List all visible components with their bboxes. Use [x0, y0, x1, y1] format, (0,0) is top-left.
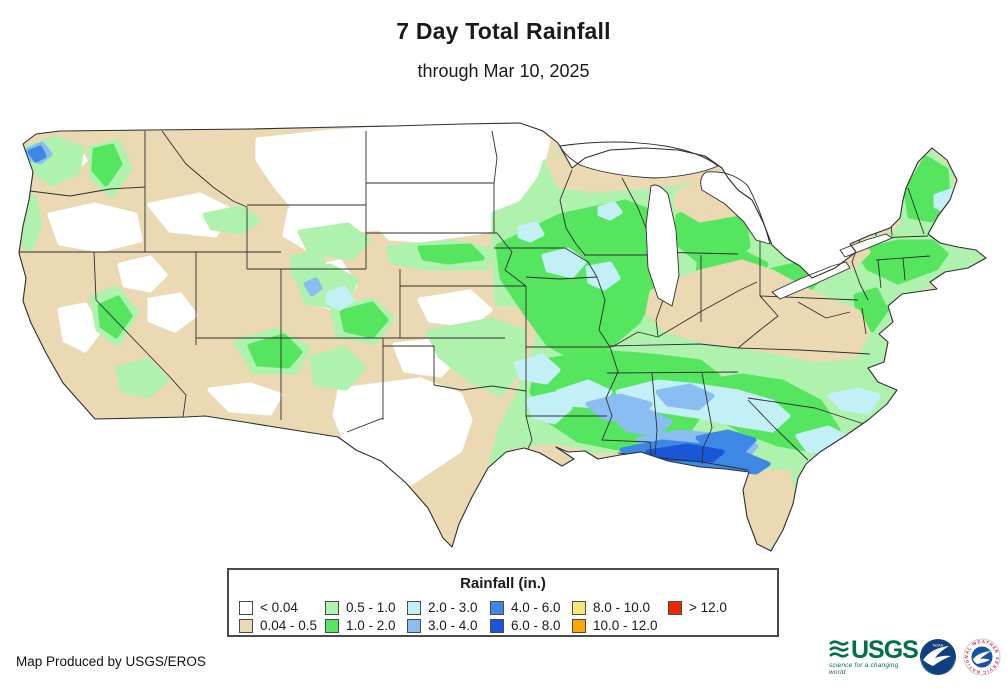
noaa-seal-icon: NOAA [920, 639, 956, 675]
legend-label: 4.0 - 6.0 [511, 600, 561, 615]
legend-item: 8.0 - 10.0 [572, 599, 668, 616]
legend-swatch [572, 618, 586, 633]
legend-item: 10.0 - 12.0 [572, 617, 668, 634]
legend-label: < 0.04 [260, 600, 298, 615]
legend-label: > 12.0 [689, 600, 727, 615]
legend-title: Rainfall (in.) [460, 575, 546, 592]
great-lakes [559, 141, 893, 307]
legend-swatch [239, 618, 253, 633]
legend-grid: < 0.04 0.04 - 0.5 0.5 - 1.0 1.0 - 2.0 2.… [239, 599, 727, 634]
legend-swatch [407, 618, 421, 633]
legend-item: 0.5 - 1.0 [325, 599, 407, 616]
legend-swatch [239, 600, 253, 615]
us-outline [18, 122, 987, 552]
legend-swatch [490, 600, 504, 615]
nws-seal-icon: NATIONAL WEATHER SERVICE [963, 638, 1001, 676]
legend-item: 0.04 - 0.5 [239, 617, 325, 634]
rainfall-layer-blue-dark [645, 443, 725, 463]
legend-label: 0.5 - 1.0 [346, 600, 396, 615]
legend-item: 6.0 - 8.0 [490, 617, 572, 634]
page-subtitle: through Mar 10, 2025 [417, 61, 590, 81]
legend-swatch [407, 600, 421, 615]
legend-swatch [325, 618, 339, 633]
noaa-seal-text: NOAA [933, 644, 944, 648]
usgs-logo: USGS science for a changing world [829, 638, 919, 677]
legend-box: Rainfall (in.) < 0.04 0.04 - 0.5 0.5 - 1… [227, 568, 779, 637]
legend-item: < 0.04 [239, 599, 325, 616]
page-title: 7 Day Total Rainfall [396, 18, 611, 44]
legend-swatch [668, 600, 682, 615]
legend-item: 4.0 - 6.0 [490, 599, 572, 616]
legend-swatch [572, 600, 586, 615]
legend-label: 8.0 - 10.0 [593, 600, 651, 615]
legend-label: 1.0 - 2.0 [346, 618, 396, 633]
rainfall-layer-dry [47, 123, 789, 542]
legend-item: 2.0 - 3.0 [407, 599, 490, 616]
rainfall-layer-moderate [91, 143, 951, 455]
legend-item: 3.0 - 4.0 [407, 617, 490, 634]
usgs-wave-icon [829, 640, 849, 658]
usgs-tagline: science for a changing world [829, 662, 899, 676]
legend-label: 2.0 - 3.0 [428, 600, 478, 615]
lake-erie [771, 261, 851, 300]
legend-label: 10.0 - 12.0 [593, 618, 658, 633]
lake-ontario [839, 233, 893, 258]
legend-item: > 12.0 [668, 599, 727, 616]
rainfall-raster-layers [19, 123, 986, 551]
lake-michigan [645, 184, 680, 307]
legend-label: 3.0 - 4.0 [428, 618, 478, 633]
legend-label: 6.0 - 8.0 [511, 618, 561, 633]
usgs-logo-text: USGS [851, 636, 919, 664]
lake-superior [559, 141, 719, 179]
legend-item: 1.0 - 2.0 [325, 617, 407, 634]
attribution-text: Map Produced by USGS/EROS [16, 654, 206, 669]
legend-swatch [325, 600, 339, 615]
legend-swatch [490, 618, 504, 633]
logo-row: USGS science for a changing world NOAA N… [829, 638, 1001, 676]
legend-label: 0.04 - 0.5 [260, 618, 318, 633]
